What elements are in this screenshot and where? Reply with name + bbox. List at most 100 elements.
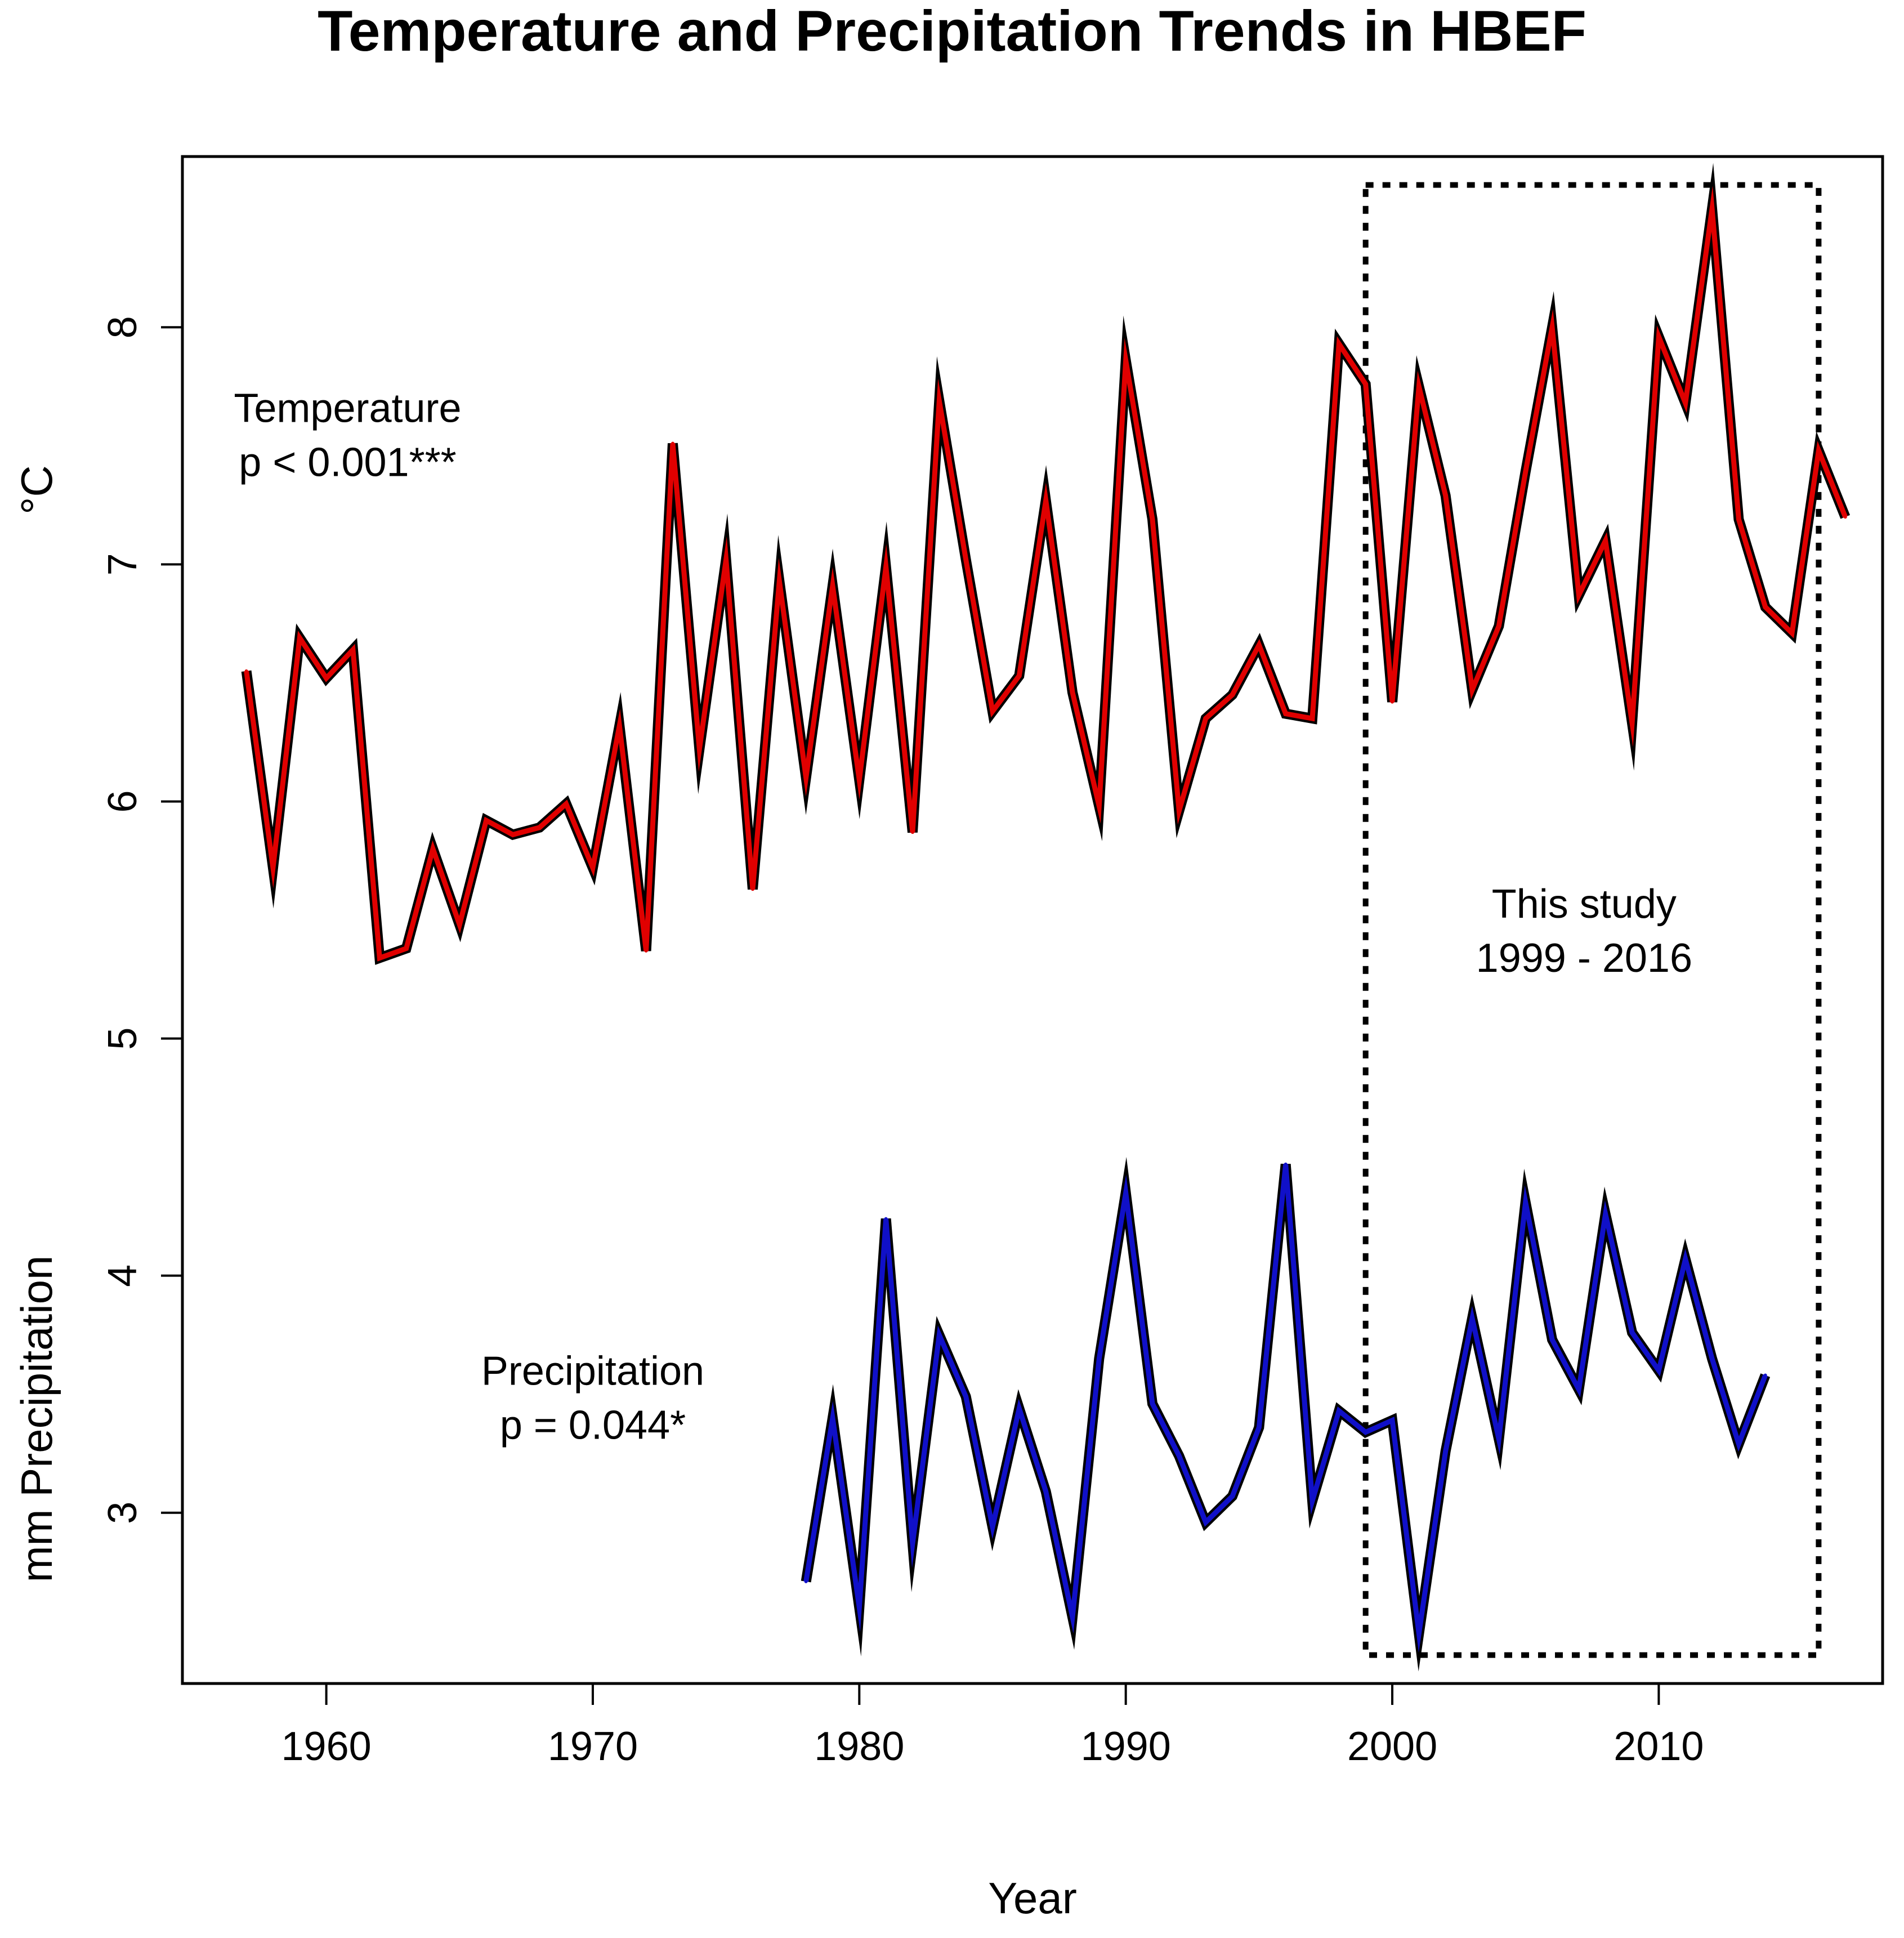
temperature-point-2013	[1737, 517, 1741, 521]
annotation-2: This study 1999 - 2016	[1476, 882, 1692, 981]
temperature-point-1993	[1204, 717, 1208, 721]
precipitation-point-1999	[1364, 1430, 1367, 1434]
temperature-point-1977	[777, 579, 781, 583]
temperature-point-1959	[298, 636, 302, 640]
temperature-point-1986	[1017, 674, 1021, 678]
x-tick-label-1970: 1970	[548, 1724, 638, 1769]
annotation-0: Temperature p < 0.001***	[234, 386, 461, 485]
precipitation-point-2008	[1603, 1212, 1607, 1216]
annotation-group: Temperature p < 0.001*** Precipitation p = …	[234, 386, 1692, 1448]
x-tick-label-1980: 1980	[814, 1724, 904, 1769]
temperature-point-2004	[1497, 624, 1501, 628]
annotation-1-line-1: p = 0.044*	[500, 1403, 686, 1448]
x-tick-label-2000: 2000	[1347, 1724, 1437, 1769]
precipitation-point-1997	[1311, 1499, 1315, 1503]
temperature-point-1975	[724, 557, 728, 561]
temperature-point-2002	[1443, 494, 1447, 498]
precipitation-point-2005	[1523, 1200, 1527, 1204]
temperature-point-2016	[1817, 449, 1821, 453]
precipitation-point-1992	[1177, 1454, 1181, 1458]
temperature-point-1982	[910, 830, 914, 834]
temperature-point-1985	[990, 709, 994, 713]
temperature-point-2009	[1630, 721, 1634, 725]
precipitation-line	[803, 1164, 1768, 1653]
temperature-line-outline	[241, 163, 1851, 965]
temperature-point-1996	[1284, 712, 1288, 716]
temperature-point-1980	[857, 778, 861, 782]
temperature-point-1958	[271, 866, 275, 870]
temperature-point-1960	[324, 676, 328, 680]
chart-title: Temperature and Precipitation Trends in …	[318, 0, 1586, 63]
temperature-point-2006	[1550, 325, 1554, 329]
y-axis-label-precipitation: mm Precipitation	[12, 1256, 61, 1583]
x-tick-label-2010: 2010	[1614, 1724, 1704, 1769]
precipitation-point-2007	[1577, 1387, 1581, 1391]
temperature-point-2003	[1471, 688, 1474, 692]
precipitation-point-2006	[1550, 1338, 1554, 1342]
precipitation-point-1995	[1257, 1426, 1261, 1430]
temperature-point-2000	[1391, 700, 1395, 704]
temperature-point-1963	[404, 946, 408, 950]
precipitation-point-2000	[1391, 1418, 1395, 1422]
temperature-point-1990	[1124, 359, 1128, 363]
temperature-point-1999	[1364, 382, 1367, 386]
temperature-point-2005	[1523, 470, 1527, 474]
temperature-point-2001	[1417, 385, 1421, 389]
precipitation-point-2010	[1657, 1369, 1661, 1373]
temperature-point-1995	[1257, 643, 1261, 647]
precipitation-point-2014	[1763, 1373, 1767, 1377]
temperature-point-1988	[1071, 690, 1075, 694]
temperature-point-1971	[618, 724, 622, 727]
precipitation-point-1991	[1151, 1402, 1155, 1406]
temperature-point-2008	[1603, 539, 1607, 543]
precipitation-point-1994	[1231, 1494, 1235, 1498]
precipitation-point-2012	[1710, 1357, 1714, 1361]
temperature-point-1973	[671, 441, 674, 445]
precipitation-point-2002	[1443, 1449, 1447, 1453]
precipitation-point-1990	[1124, 1191, 1128, 1195]
annotation-0-line-1: p < 0.001***	[239, 440, 456, 485]
study-period-box	[1362, 182, 1822, 1658]
precipitation-point-1985	[990, 1525, 994, 1529]
precipitation-point-1983	[937, 1333, 941, 1337]
temperature-point-1976	[750, 887, 754, 891]
precipitation-point-1998	[1337, 1409, 1341, 1413]
precipitation-point-1988	[1071, 1615, 1075, 1619]
temperature-point-1978	[804, 776, 808, 780]
annotation-2-line-1: 1999 - 2016	[1476, 936, 1692, 981]
temperature-point-1972	[644, 949, 648, 953]
precipitation-point-1978	[804, 1579, 808, 1583]
temperature-point-1957	[244, 669, 248, 673]
precipitation-point-1986	[1017, 1406, 1021, 1410]
temperature-point-1967	[511, 833, 515, 837]
y-tick-label-6: 6	[100, 790, 145, 812]
temperature-point-1994	[1231, 693, 1235, 696]
precipitation-point-2003	[1471, 1316, 1474, 1320]
temperature-point-2017	[1843, 515, 1847, 519]
y-tick-label-3: 3	[100, 1502, 145, 1524]
precipitation-point-1993	[1204, 1520, 1208, 1524]
x-axis-label: Year	[988, 1873, 1077, 1923]
x-axis: 1960 1970 1980 1990 2000 2010	[281, 1682, 1704, 1769]
annotation-1-line-0: Precipitation	[481, 1348, 704, 1394]
x-tick-label-1960: 1960	[281, 1724, 372, 1769]
temperature-point-1974	[698, 747, 701, 751]
y-axis: 3 4 5 6 7 8	[100, 316, 184, 1524]
annotation-0-line-0: Temperature	[234, 386, 461, 431]
temperature-point-1981	[884, 565, 888, 569]
precipitation-point-1989	[1097, 1357, 1101, 1361]
temperature-point-1998	[1337, 342, 1341, 346]
annotation-1: Precipitation p = 0.044*	[481, 1348, 704, 1448]
temperature-point-1979	[830, 584, 834, 588]
precipitation-point-1984	[964, 1395, 968, 1399]
temperature-point-1992	[1177, 809, 1181, 813]
temperature-point-2007	[1577, 593, 1581, 597]
temperature-point-1966	[484, 819, 488, 823]
temperature-point-1968	[538, 825, 542, 829]
precipitation-point-1987	[1044, 1489, 1048, 1493]
precipitation-point-2011	[1683, 1257, 1687, 1261]
precipitation-point-1980	[857, 1606, 861, 1610]
temperature-point-1962	[378, 956, 382, 960]
temperature-point-1984	[964, 557, 968, 561]
